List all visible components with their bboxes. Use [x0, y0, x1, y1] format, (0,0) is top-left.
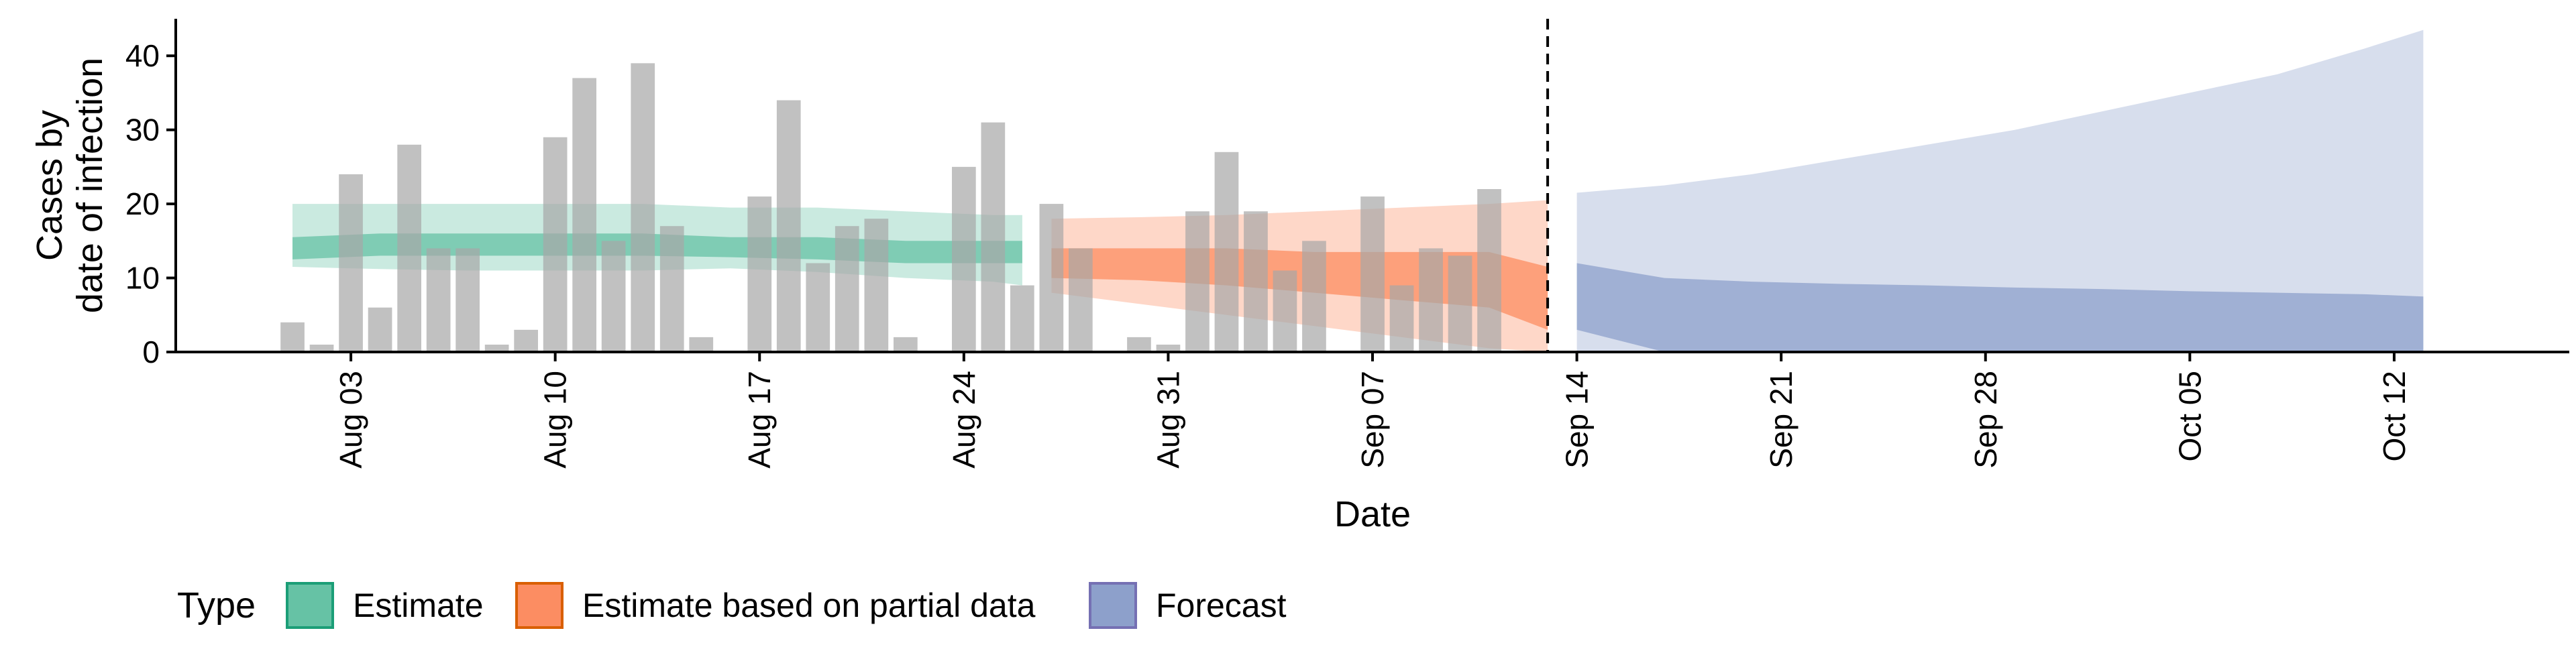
case-bar [397, 144, 421, 353]
case-bar [572, 78, 596, 353]
case-bar [309, 345, 334, 352]
y-axis-title: Cases bydate of infection [30, 58, 110, 313]
forecast-band-50 [1576, 263, 2424, 352]
x-tick-label: Sep 21 [1764, 371, 1799, 469]
case-bar [835, 226, 859, 352]
legend-label: Forecast [1156, 587, 1287, 624]
x-axis-title: Date [1334, 494, 1411, 534]
y-tick-label: 40 [125, 38, 160, 73]
case-bar [1360, 196, 1385, 352]
x-tick-label: Aug 24 [947, 371, 981, 469]
forecast-band-90 [1576, 30, 2424, 352]
case-bar [1127, 337, 1151, 352]
x-tick-label: Oct 05 [2172, 371, 2207, 462]
case-bar [864, 219, 889, 352]
case-bar [426, 248, 451, 352]
y-axis-title-line: date of infection [70, 58, 110, 313]
case-bar [689, 337, 714, 352]
x-tick-label: Sep 28 [1968, 371, 2003, 469]
case-bar [368, 307, 392, 352]
case-bar [659, 226, 684, 352]
case-bar [1477, 189, 1501, 352]
case-bar [1244, 211, 1268, 352]
bars-layer [280, 63, 1501, 353]
legend-key-estimate [286, 582, 334, 629]
case-bar [894, 337, 918, 352]
y-tick-label: 10 [125, 261, 160, 296]
case-bar [1302, 241, 1326, 352]
case-bar [514, 329, 538, 352]
x-axis: Aug 03 Aug 10 Aug 17 Aug 24 Aug 31 Sep 07 Sep … [333, 352, 2412, 469]
case-bar [1273, 270, 1297, 352]
y-tick-label: 20 [125, 186, 160, 221]
case-bar [455, 248, 480, 352]
case-bar [1039, 204, 1064, 352]
x-tick-label: Sep 07 [1355, 371, 1390, 469]
case-bar [806, 263, 830, 352]
x-tick-label: Aug 17 [742, 371, 777, 469]
legend: Type Estimate Estimate based on partial da… [177, 582, 1287, 629]
case-bar [543, 137, 568, 352]
legend-key-estimate-based-on-partial-data [515, 582, 564, 629]
legend-key-forecast [1089, 582, 1137, 629]
case-bar [280, 322, 305, 352]
y-axis: 0 10 20 30 40 [125, 38, 176, 369]
case-bar [1214, 152, 1239, 353]
case-bar [1185, 211, 1210, 352]
case-bar [1069, 248, 1093, 352]
case-bar [339, 174, 363, 352]
case-bar [747, 196, 772, 352]
case-bar [1389, 285, 1414, 352]
x-tick-label: Aug 31 [1150, 371, 1185, 469]
case-bar [1156, 345, 1181, 352]
y-axis-title-line: Cases by [30, 110, 70, 261]
case-bar [776, 100, 801, 352]
case-bar [981, 122, 1006, 352]
case-bar [1010, 285, 1034, 352]
case-bar [952, 166, 976, 352]
legend-label: Estimate based on partial data [582, 587, 1036, 624]
case-bar [484, 345, 509, 352]
x-tick-label: Oct 12 [2377, 371, 2412, 462]
case-bar [1448, 255, 1472, 352]
y-tick-label: 0 [142, 335, 160, 369]
y-tick-label: 30 [125, 113, 160, 148]
x-tick-label: Aug 03 [333, 371, 368, 469]
case-bar [631, 63, 655, 353]
legend-label: Estimate [353, 587, 484, 624]
case-bar [601, 241, 626, 352]
case-bar [1419, 248, 1443, 352]
x-tick-label: Aug 10 [538, 371, 573, 469]
legend-title: Type [177, 585, 256, 626]
x-tick-label: Sep 14 [1560, 371, 1595, 469]
